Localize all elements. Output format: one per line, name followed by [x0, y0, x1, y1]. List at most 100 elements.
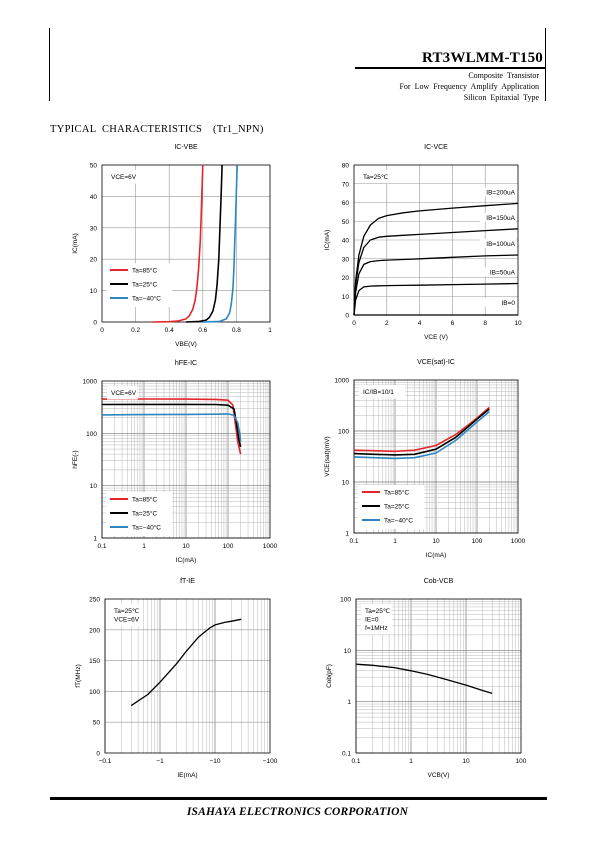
legend-label: Ta=85°C — [132, 496, 157, 504]
x-axis-label: VBE(V) — [175, 341, 197, 348]
x-axis-label: IC(mA) — [176, 557, 197, 564]
series-line-2 — [353, 254, 519, 316]
x-tick-label: 10 — [462, 758, 470, 765]
conditions-box — [361, 604, 392, 635]
y-axis-label: Cob(pF) — [326, 664, 333, 688]
subtitle-line-1: Composite Transistor — [468, 71, 539, 80]
x-tick-label: 6 — [451, 320, 455, 327]
x-tick-label: −10 — [209, 758, 220, 765]
y-tick-label: 10 — [90, 288, 98, 295]
x-tick-label: 1000 — [263, 543, 278, 550]
chart-title: hFE-IC — [175, 360, 197, 367]
y-tick-label: 0 — [93, 320, 97, 327]
curve-label-bg — [480, 239, 516, 248]
x-tick-label: 10 — [432, 538, 440, 545]
x-tick-label: 0.6 — [198, 327, 207, 334]
x-axis-label: VCE (V) — [424, 334, 448, 341]
chart-title: IC-VBE — [174, 144, 198, 151]
y-tick-label: 20 — [342, 275, 350, 282]
y-tick-label: 0 — [345, 313, 349, 320]
x-tick-label: 0.4 — [165, 327, 174, 334]
footer-company: ISAHAYA ELECTRONICS CORPORATION — [186, 806, 409, 818]
y-tick-label: 150 — [89, 658, 100, 665]
plot-frame — [355, 598, 522, 754]
y-tick-label: 100 — [86, 431, 97, 438]
x-tick-label: 100 — [223, 543, 234, 550]
plot-frame — [101, 380, 271, 539]
conditions-box — [107, 386, 138, 400]
subtitle-line-2: For Low Frequency Amplify Application — [399, 82, 539, 91]
curve-label: IB=50uA — [490, 270, 516, 277]
y-tick-label: 200 — [89, 627, 100, 634]
legend-label: Ta=−40°C — [384, 517, 413, 525]
curve-label-bg — [480, 212, 516, 222]
y-tick-label: 50 — [90, 163, 98, 170]
x-tick-label: 0.1 — [97, 543, 106, 550]
y-tick-label: 40 — [90, 194, 98, 201]
series-line-2 — [101, 413, 242, 442]
y-tick-label: 100 — [89, 689, 100, 696]
y-axis-label: fT(MHz) — [75, 664, 82, 687]
y-tick-label: 0.1 — [342, 751, 351, 758]
x-tick-label: 1 — [409, 758, 413, 765]
x-tick-label: 10 — [182, 543, 190, 550]
y-axis-label: hFE(-) — [72, 450, 79, 468]
curve-label: IB=0 — [501, 300, 515, 307]
series-line-3 — [353, 282, 519, 316]
y-tick-label: 100 — [338, 429, 349, 436]
series-line-0 — [152, 164, 204, 323]
x-tick-label: 0.2 — [131, 327, 140, 334]
x-tick-label: 1 — [142, 543, 146, 550]
legend-label: Ta=25°C — [132, 281, 157, 289]
section-title: TYPICAL CHARACTERISTICS (Tr1_NPN) — [50, 124, 264, 135]
chart-title: IC-VCE — [424, 144, 448, 151]
x-tick-label: 0.1 — [349, 538, 358, 545]
series-line-0 — [101, 398, 242, 455]
y-axis-label: IC(mA) — [324, 230, 331, 251]
legend-label: Ta=25°C — [132, 510, 157, 518]
x-tick-label: 10 — [514, 320, 522, 327]
condition-text: IC/IB=10/1 — [363, 389, 394, 396]
x-tick-label: 0.1 — [351, 758, 360, 765]
series-line-1 — [353, 408, 490, 456]
y-tick-label: 250 — [89, 597, 100, 604]
x-tick-label: 8 — [483, 320, 487, 327]
x-tick-label: −100 — [263, 758, 278, 765]
series-line-1 — [353, 228, 519, 316]
x-axis-label: VCB(V) — [427, 772, 449, 779]
y-tick-label: 10 — [342, 294, 350, 301]
curve-label: IB=150uA — [486, 215, 515, 222]
header-rule — [355, 67, 546, 69]
y-tick-label: 30 — [90, 225, 98, 232]
x-tick-label: 1 — [393, 538, 397, 545]
series-line-0 — [353, 406, 490, 453]
condition-text: f=1MHz — [365, 625, 388, 632]
series-line-2 — [202, 164, 238, 323]
y-tick-label: 1000 — [83, 379, 98, 386]
series-line-0 — [130, 618, 242, 707]
y-tick-label: 60 — [342, 200, 350, 207]
curve-label-bg — [480, 298, 516, 307]
y-tick-label: 40 — [342, 238, 350, 245]
chart-title: fT-IE — [180, 578, 195, 585]
chart-title: VCE(sat)-IC — [417, 359, 455, 366]
subtitle-line-3: Silicon Epitaxial Type — [463, 93, 539, 102]
series-line-1 — [101, 403, 242, 448]
x-tick-label: 1000 — [511, 538, 526, 545]
series-line-0 — [353, 202, 519, 316]
x-tick-label: 0 — [100, 327, 104, 334]
curve-label-bg — [480, 267, 516, 277]
x-tick-label: 1 — [268, 327, 272, 334]
y-tick-label: 0 — [96, 751, 100, 758]
plot-frame — [353, 379, 519, 534]
conditions-box — [359, 385, 405, 399]
condition-text: VCE=6V — [111, 390, 137, 397]
y-tick-label: 1 — [345, 531, 349, 538]
y-tick-label: 50 — [93, 720, 101, 727]
y-tick-label: 100 — [340, 597, 351, 604]
x-tick-label: 0.8 — [232, 327, 241, 334]
condition-text: Ta=25℃ — [363, 174, 389, 181]
conditions-box — [107, 170, 138, 184]
conditions-box — [110, 604, 141, 626]
